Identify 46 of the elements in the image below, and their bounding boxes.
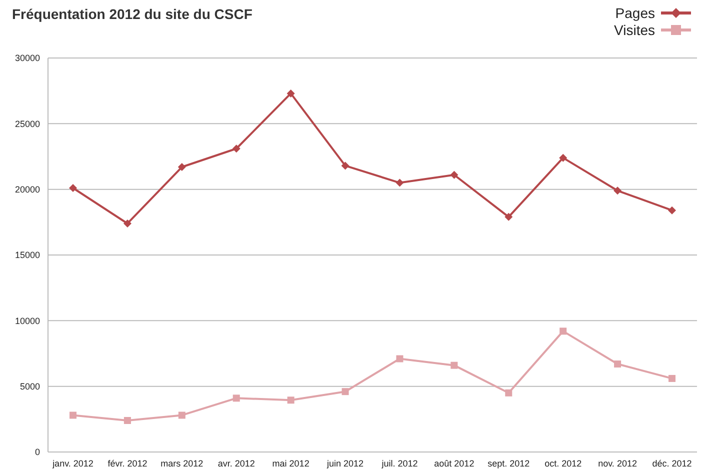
y-tick-label: 30000 <box>14 53 40 64</box>
point <box>560 328 567 335</box>
x-tick-label: sept. 2012 <box>488 458 530 468</box>
y-tick-label: 15000 <box>14 250 40 260</box>
point <box>450 362 458 369</box>
point <box>232 394 240 402</box>
x-tick-label: août 2012 <box>434 458 474 468</box>
point <box>124 416 131 424</box>
point <box>232 144 240 153</box>
point <box>70 412 76 419</box>
y-tick-label: 20000 <box>14 184 40 195</box>
point <box>668 206 676 214</box>
point <box>559 154 568 162</box>
point <box>178 163 186 172</box>
point <box>69 184 77 192</box>
point <box>286 89 295 98</box>
x-tick-label: mai 2012 <box>272 458 310 468</box>
x-tick-label: janv. 2012 <box>52 458 94 468</box>
x-tick-label: déc. 2012 <box>652 458 692 468</box>
x-tick-label: oct. 2012 <box>544 458 582 468</box>
point <box>396 178 404 187</box>
y-tick-label: 25000 <box>14 118 40 129</box>
x-tick-label: juin 2012 <box>326 458 364 468</box>
x-tick-label: avr. 2012 <box>218 458 255 468</box>
legend-label: Visites <box>614 22 655 38</box>
y-tick-label: 0 <box>34 447 40 458</box>
point <box>505 389 512 396</box>
point <box>450 170 458 179</box>
point <box>614 360 622 368</box>
point <box>614 186 622 195</box>
point <box>341 162 350 170</box>
point <box>668 374 676 382</box>
point <box>178 412 186 419</box>
x-tick-label: juil. 2012 <box>380 458 418 468</box>
x-tick-label: nov. 2012 <box>598 458 637 468</box>
point <box>287 396 294 404</box>
point <box>123 219 132 228</box>
point <box>342 388 349 396</box>
y-tick-label: 5000 <box>20 382 40 392</box>
point <box>396 355 404 362</box>
x-tick-label: mars 2012 <box>160 458 204 468</box>
chart-title: Fréquentation 2012 du site du CSCF <box>12 6 252 22</box>
legend-label: Pages <box>615 4 655 20</box>
point <box>504 212 513 221</box>
y-tick-label: 10000 <box>14 316 40 326</box>
x-tick-label: févr. 2012 <box>108 458 148 468</box>
